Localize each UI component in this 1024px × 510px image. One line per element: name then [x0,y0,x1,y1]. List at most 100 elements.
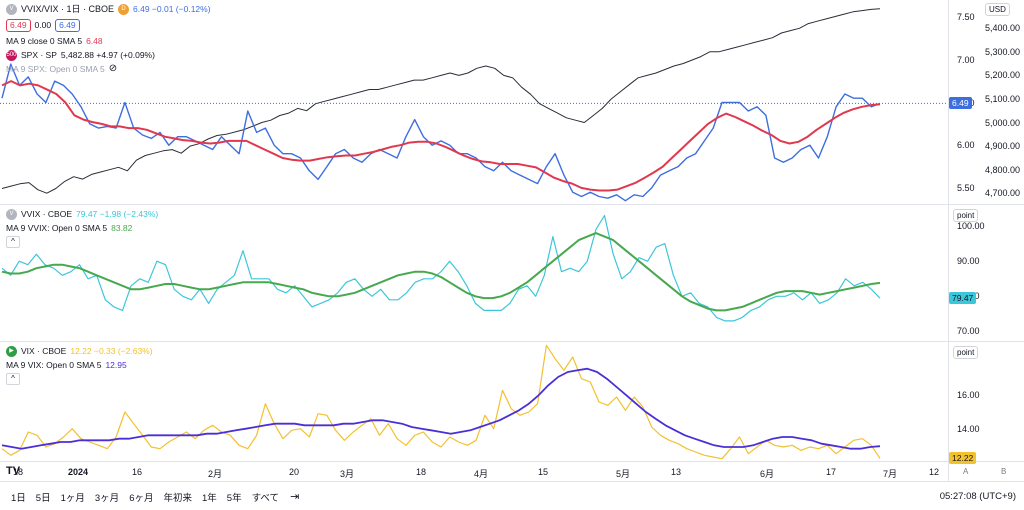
vix-ma-label: MA 9 VIX: Open 0 SMA 5 [6,360,102,370]
ratio-price-tag: 6.49 [949,97,972,110]
range-button[interactable]: 5日 [35,492,51,504]
ratio-chart[interactable] [0,0,948,205]
vix-line[interactable] [1,344,881,460]
ratio-pane: V VVIX/VIX · 1日 · CBOE D 6.49 −0.01 (−0.… [0,0,948,205]
vvix-price-tag: 79.47 [949,292,977,305]
symbol-badge: V [6,3,17,15]
vix-quote: 12.22 −0.33 (−2.63%) [70,346,153,356]
time-label: 17 [825,467,837,477]
vvix-ma-line[interactable] [1,232,881,312]
range-button[interactable]: 1日 [11,492,26,504]
range-button[interactable]: 1ヶ月 [60,492,85,504]
vvix-tick: 90.00 [957,256,980,267]
date-range-icon[interactable]: ⇥ [290,491,300,503]
spx-badge: 500 [6,49,17,61]
ratio-line[interactable] [1,63,881,202]
ratio-ma-line[interactable] [1,80,881,192]
vvix-tick: 70.00 [957,326,980,337]
axis-corner: A B [948,462,1024,482]
point-button[interactable]: point [953,346,979,359]
vix-tick: 16.00 [957,390,980,401]
spx-tick: 4,900.00 [985,141,1021,152]
range-button[interactable]: 年初来 [163,492,192,504]
time-label: 2月 [207,469,223,479]
vix-pane: ▶ VIX · CBOE 12.22 −0.33 (−2.63%) MA 9 V… [0,342,948,462]
spx-label[interactable]: SPX · SP [21,50,57,60]
b-button[interactable]: B [1001,467,1007,476]
vix-price-tag: 12.22 [949,452,977,465]
clock[interactable]: 05:27:08 (UTC+9) [939,491,1016,502]
ratio-legend: V VVIX/VIX · 1日 · CBOE D 6.49 −0.01 (−0.… [6,2,211,76]
vix-chart[interactable] [0,342,948,462]
bottom-toolbar: 1日 5日 1ヶ月 3ヶ月 6ヶ月 年初来 1年 5年 すべて ⇥ 05:27:08 (UTC+… [0,483,1024,510]
vix-ma-line[interactable] [1,367,881,450]
ratio-ma-label: MA 9 close 0 SMA 5 [6,36,83,46]
vvix-chart[interactable] [0,205,948,342]
spx-tick: 5,300.00 [985,46,1021,57]
daily-badge: D [118,3,130,15]
ratio-ma-value: 6.48 [86,36,103,46]
a-button[interactable]: A [963,467,969,476]
vvix-ma-value: 83.82 [111,223,133,233]
spx-quote: 5,482.88 +4.97 (+0.09%) [60,50,155,60]
time-label: 2024 [67,467,89,477]
time-label: 6月 [759,469,775,479]
ratio-tick: 7.50 [957,12,975,23]
time-label: 13 [670,467,682,477]
time-label: 4月 [473,469,489,479]
vix-price-axis[interactable]: point 16.00 14.00 12.22 [948,342,1024,465]
vvix-legend: V VVIX · CBOE 79.47 −1.98 (−2.43%) MA 9 … [6,207,158,249]
time-label: 18 [12,467,24,477]
play-icon: ▶ [6,345,17,357]
vvix-ma-label: MA 9 VVIX: Open 0 SMA 5 [6,223,108,233]
time-label: 16 [131,467,143,477]
vvix-quote: 79.47 −1.98 (−2.43%) [76,209,159,219]
tradingview-logo-icon: TV [6,465,21,477]
spx-ma-label: MA 9 SPX: Open 0 SMA 5 [6,64,105,74]
spx-tick: 5,100.00 [985,93,1021,104]
spx-tick: 4,800.00 [985,164,1021,175]
range-button[interactable]: 1年 [202,492,217,504]
symbol-badge: V [6,208,17,220]
ratio-quote: 6.49 −0.01 (−0.12%) [133,4,211,14]
point-button[interactable]: point [953,209,979,222]
spx-line[interactable] [1,8,881,194]
time-label: 7月 [882,469,898,479]
collapse-icon[interactable]: ^ [6,236,20,248]
eye-crossed-icon[interactable]: ⊘ [108,63,118,74]
time-label: 15 [537,467,549,477]
bid-box[interactable]: 6.49 [6,18,31,32]
currency-button[interactable]: USD [985,3,1010,16]
collapse-icon[interactable]: ^ [6,373,20,385]
ratio-tick: 7.00 [957,54,975,65]
vvix-line[interactable] [1,214,881,322]
vix-title[interactable]: VIX · CBOE [21,346,67,356]
range-button[interactable]: 6ヶ月 [129,492,154,504]
ask-box[interactable]: 6.49 [55,18,80,32]
spread-value: 0.00 [34,20,52,30]
range-button[interactable]: 3ヶ月 [94,492,120,504]
time-axis[interactable]: TV 18 2024 16 2月 20 3月 18 4月 15 5月 13 6月 17 7月 12 [0,462,948,482]
ratio-title[interactable]: VVIX/VIX · 1日 · CBOE [21,4,115,14]
vvix-pane: V VVIX · CBOE 79.47 −1.98 (−2.43%) MA 9 … [0,205,948,342]
spx-tick: 5,400.00 [985,23,1021,34]
vix-tick: 14.00 [957,423,980,434]
vix-ma-value: 12.95 [105,360,127,370]
time-label: 12 [928,467,940,477]
spx-tick: 5,000.00 [985,117,1021,128]
ratio-price-axis[interactable]: 7.507.006.506.005.50 5,400.005,300.005,2… [948,0,1024,205]
ratio-tick: 5.50 [957,182,975,193]
vvix-title[interactable]: VVIX · CBOE [21,209,73,219]
range-button[interactable]: 5年 [226,492,242,504]
spx-tick: 5,200.00 [985,70,1021,81]
spx-tick: 4,700.00 [985,188,1021,199]
time-label: 20 [288,467,300,477]
vvix-tick: 100.00 [957,221,985,232]
time-label: 5月 [615,469,631,479]
time-label: 3月 [339,469,355,479]
time-label: 18 [415,467,427,477]
ratio-tick: 6.00 [957,140,975,151]
range-button[interactable]: すべて [251,492,280,504]
vix-legend: ▶ VIX · CBOE 12.22 −0.33 (−2.63%) MA 9 V… [6,344,153,386]
